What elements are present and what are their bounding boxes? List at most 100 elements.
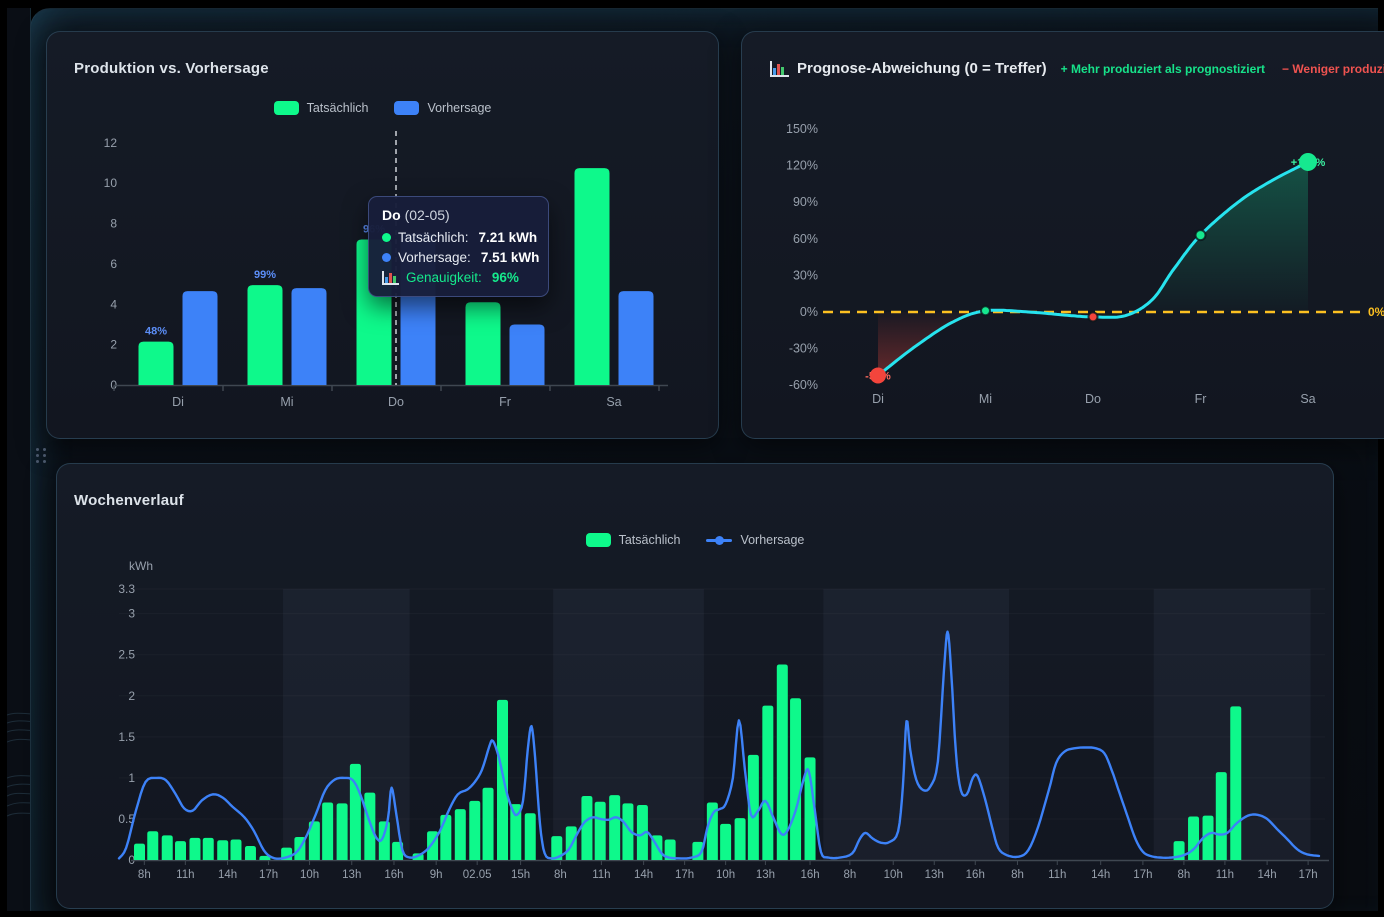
weekly-bar[interactable]	[259, 855, 271, 860]
weekly-bar[interactable]	[217, 840, 229, 860]
weekly-bar[interactable]	[790, 698, 802, 860]
panel-drag-handle[interactable]	[36, 448, 46, 463]
weekly-bar[interactable]	[175, 841, 187, 860]
weekly-bar[interactable]	[594, 801, 606, 860]
weekly-bar[interactable]	[720, 823, 732, 860]
weekly-bar[interactable]	[161, 835, 173, 860]
weekly-bar[interactable]	[469, 800, 481, 860]
weekly-bar[interactable]	[440, 814, 452, 860]
x-tick-label: 16h	[966, 869, 985, 881]
left-rail	[7, 8, 31, 911]
x-tick-label: 8h	[554, 869, 567, 881]
weekly-bar[interactable]	[202, 837, 214, 860]
weekly-bar[interactable]	[134, 843, 146, 860]
y-tick-label: 0.5	[118, 812, 135, 826]
weekly-bar[interactable]	[378, 821, 390, 860]
deviation-chart[interactable]: 150%120%90%60%30%0%-30%-60%DiMiDoFrSa0%-…	[742, 32, 1384, 438]
x-tick-label: 8h	[843, 869, 856, 881]
weekly-bar[interactable]	[581, 795, 593, 860]
x-tick-label: 13h	[756, 869, 775, 881]
x-tick-label: 10h	[716, 869, 735, 881]
y-tick-label: 2	[110, 338, 117, 352]
weekly-bar[interactable]	[762, 705, 774, 860]
legend-item-tatsaechlich[interactable]: Tatsächlich	[273, 101, 369, 115]
weekly-bar[interactable]	[609, 795, 621, 860]
bar-vorhersage-mi[interactable]	[291, 288, 327, 385]
weekly-bar[interactable]	[230, 839, 242, 860]
deviation-header: Prognose-Abweichung (0 = Treffer) + Mehr…	[770, 60, 1384, 77]
weekly-bar[interactable]	[482, 787, 494, 860]
weekly-bar[interactable]	[1188, 816, 1200, 860]
y-tick-label: 3.3	[118, 582, 135, 596]
weekly-bar[interactable]	[551, 836, 563, 860]
bar-tatsaechlich-di[interactable]	[138, 341, 174, 385]
green-swatch	[273, 101, 299, 115]
data-point-mi[interactable]	[980, 305, 991, 317]
bar-tatsaechlich-fr[interactable]	[465, 302, 501, 385]
x-tick-label: Di	[872, 392, 884, 406]
bar-vorhersage-sa[interactable]	[618, 291, 654, 385]
x-tick-label: Sa	[1300, 392, 1315, 406]
x-tick-label: 16h	[800, 869, 819, 881]
data-point-di[interactable]	[870, 367, 886, 384]
legend-label: Tatsächlich	[306, 101, 369, 115]
x-tick-label: 10h	[884, 869, 903, 881]
y-tick-label: 6	[110, 257, 117, 271]
data-point-fr[interactable]	[1194, 229, 1207, 242]
legend-item-vorhersage[interactable]: Vorhersage	[394, 101, 491, 115]
bar-vorhersage-fr[interactable]	[509, 324, 545, 385]
weekly-chart[interactable]: 3.332.521.510.50kWh8h11h14h17h10h13h16h9…	[57, 464, 1333, 908]
weekly-bar[interactable]	[804, 757, 816, 860]
weekly-bar[interactable]	[747, 754, 759, 860]
production-legend: Tatsächlich Vorhersage	[47, 101, 718, 115]
bar-tatsaechlich-mi[interactable]	[247, 285, 283, 385]
y-tick-label: 12	[104, 136, 118, 150]
weekly-bar[interactable]	[510, 804, 522, 860]
y-tick-label: -60%	[789, 378, 818, 392]
weekly-bar[interactable]	[664, 839, 676, 860]
x-tick-label: 8h	[1177, 869, 1190, 881]
bar-percent-label: 99%	[254, 269, 276, 281]
y-tick-label: 150%	[786, 122, 818, 136]
weekly-bar[interactable]	[776, 664, 788, 860]
weekly-bar[interactable]	[1230, 706, 1242, 860]
bar-tatsaechlich-sa[interactable]	[574, 168, 610, 385]
weekly-bar[interactable]	[622, 803, 634, 860]
weekly-bar[interactable]	[364, 792, 376, 860]
blue-swatch	[394, 101, 420, 115]
legend-item-tatsaechlich[interactable]: Tatsächlich	[585, 533, 680, 547]
x-tick-label: 14h	[218, 869, 237, 881]
weekly-bar[interactable]	[308, 821, 320, 860]
legend-item-vorhersage[interactable]: Vorhersage	[706, 533, 804, 547]
day-band	[823, 589, 1010, 860]
weekly-bar[interactable]	[636, 804, 648, 860]
bar-chart-icon	[382, 270, 399, 285]
x-tick-label: 11h	[592, 869, 610, 881]
data-point-sa[interactable]	[1299, 152, 1317, 171]
x-tick-label: 02.05	[463, 869, 492, 881]
weekly-bar[interactable]	[336, 803, 348, 860]
x-tick-label: Fr	[499, 395, 511, 409]
weekly-legend: Tatsächlich Vorhersage	[57, 533, 1333, 547]
x-tick-label: Do	[388, 395, 404, 409]
weekly-bar[interactable]	[734, 818, 746, 860]
weekly-bar[interactable]	[454, 809, 466, 860]
weekly-bar[interactable]	[1215, 772, 1227, 860]
y-tick-label: 120%	[786, 159, 818, 173]
weekly-bar[interactable]	[189, 837, 201, 860]
y-tick-label: 2.5	[118, 648, 135, 662]
weekly-bar[interactable]	[524, 813, 536, 860]
x-tick-label: Di	[172, 395, 184, 409]
weekly-bar[interactable]	[1202, 815, 1214, 860]
weekly-bar[interactable]	[497, 699, 509, 860]
weekly-bar[interactable]	[706, 802, 718, 860]
production-title: Produktion vs. Vorhersage	[74, 60, 269, 77]
weekly-bar[interactable]	[322, 802, 334, 860]
green-swatch	[585, 533, 611, 547]
weekly-bar[interactable]	[147, 831, 159, 860]
x-tick-label: 11h	[1216, 869, 1234, 881]
data-point-do[interactable]	[1087, 311, 1099, 323]
x-tick-label: Mi	[280, 395, 293, 409]
bar-vorhersage-di[interactable]	[182, 291, 218, 385]
weekly-bar[interactable]	[244, 846, 256, 860]
